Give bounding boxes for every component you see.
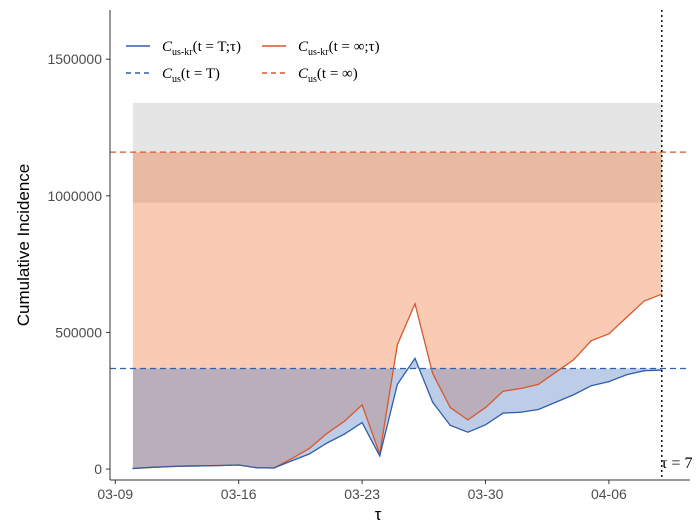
point-us-kr-T (238, 464, 240, 466)
point-us-kr-inf (608, 333, 610, 335)
point-us-kr-inf (467, 419, 469, 421)
point-us-kr-inf (343, 420, 346, 422)
blue-ribbon (132, 358, 662, 469)
point-us-kr-T (255, 467, 257, 469)
point-us-kr-inf (449, 406, 451, 409)
y-tick-label: 1500000 (47, 51, 102, 67)
point-us-kr-inf (661, 293, 663, 295)
point-us-kr-inf (502, 390, 504, 392)
y-tick-label: 0 (94, 461, 102, 477)
point-us-kr-T (185, 465, 187, 467)
point-us-kr-inf (555, 371, 557, 373)
point-us-kr-inf (326, 432, 328, 435)
point-us-kr-T (555, 401, 557, 403)
point-us-kr-T (149, 466, 152, 469)
x-tick-label: 04-06 (591, 486, 627, 502)
point-us-kr-inf (520, 387, 522, 390)
point-us-kr-T (520, 411, 522, 413)
point-us-kr-T (273, 467, 275, 469)
point-us-kr-T (167, 466, 169, 468)
point-us-kr-T (573, 394, 575, 396)
point-us-kr-inf (643, 300, 645, 302)
point-us-kr-T (414, 357, 416, 360)
point-us-kr-inf (414, 303, 416, 305)
x-axis-title: τ (375, 505, 382, 523)
axis-ticks: 0 500000 1000000 1500000 03-09 03-16 03-23 03-3… (47, 51, 627, 502)
point-us-kr-T (484, 424, 487, 426)
point-us-kr-T (220, 464, 222, 467)
vline-annotation: τ = 7 (661, 455, 692, 472)
point-us-kr-inf (625, 316, 628, 319)
point-us-kr-inf (308, 447, 310, 450)
legend: Cus-kr(t = T;τ) Cus-kr(t = ∞;τ) Cus(t = … (126, 39, 380, 85)
point-us-kr-T (643, 370, 645, 372)
point-us-kr-inf (484, 406, 487, 409)
point-us-kr-T (290, 460, 293, 462)
point-us-kr-T (132, 467, 134, 470)
legend-label-us-T: Cus(t = T) (162, 66, 220, 85)
point-us-kr-T (361, 422, 363, 424)
point-us-kr-inf (290, 458, 293, 460)
orange-ribbon (132, 152, 662, 469)
x-tick-label: 03-16 (221, 486, 257, 502)
plot-panel (109, 10, 690, 481)
plot-area (110, 10, 690, 480)
point-us-kr-T (449, 424, 451, 426)
point-us-kr-T (396, 383, 398, 385)
legend-label-us-inf: Cus(t = ∞) (298, 66, 358, 85)
legend-label-us-kr-inf: Cus-kr(t = ∞;τ) (298, 39, 380, 58)
point-us-kr-T (502, 412, 504, 414)
point-us-kr-T (308, 453, 310, 455)
point-us-kr-inf (361, 404, 363, 406)
y-tick-label: 1000000 (47, 188, 102, 204)
point-us-kr-T (467, 431, 469, 433)
y-axis-title: Cumulative Incidence (14, 164, 33, 327)
point-us-kr-T (379, 455, 381, 457)
y-tick-label: 500000 (55, 324, 102, 340)
point-us-kr-T (432, 401, 434, 403)
point-us-kr-T (343, 433, 346, 435)
x-tick-label: 03-30 (468, 486, 504, 502)
point-us-kr-T (202, 465, 205, 467)
point-us-kr-T (590, 385, 592, 387)
legend-label-us-kr-T: Cus-kr(t = T;τ) (162, 39, 241, 58)
point-us-kr-inf (573, 359, 575, 361)
x-tick-label: 03-23 (344, 486, 380, 502)
point-us-kr-T (537, 408, 539, 411)
point-us-kr-inf (537, 383, 539, 385)
point-us-kr-inf (396, 344, 398, 346)
point-us-kr-inf (432, 372, 434, 375)
grey-band (132, 102, 662, 203)
point-us-kr-T (326, 442, 328, 444)
point-us-kr-T (625, 374, 628, 376)
x-tick-label: 03-09 (97, 486, 133, 502)
point-us-kr-T (608, 381, 610, 383)
point-us-kr-inf (590, 340, 592, 342)
